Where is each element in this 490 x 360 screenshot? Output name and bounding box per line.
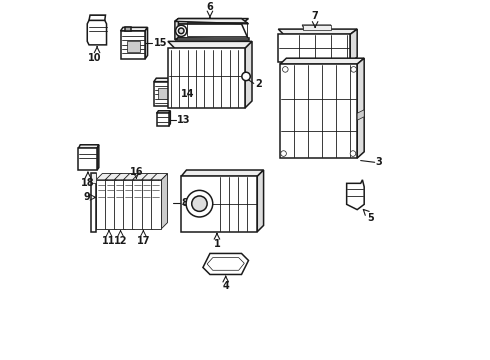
Polygon shape <box>178 24 248 40</box>
Text: 8: 8 <box>181 198 188 208</box>
Text: 14: 14 <box>181 89 195 99</box>
Polygon shape <box>121 31 145 59</box>
Bar <box>303 25 331 30</box>
Polygon shape <box>134 174 140 229</box>
Text: 9: 9 <box>83 192 90 202</box>
Polygon shape <box>125 27 131 31</box>
Polygon shape <box>350 29 357 62</box>
Polygon shape <box>175 38 248 40</box>
Text: 11: 11 <box>101 236 115 246</box>
Polygon shape <box>105 180 116 229</box>
Polygon shape <box>132 174 149 180</box>
Polygon shape <box>245 41 252 108</box>
Polygon shape <box>168 48 245 108</box>
Text: 15: 15 <box>154 38 168 48</box>
Polygon shape <box>125 174 131 229</box>
Polygon shape <box>121 27 147 31</box>
Polygon shape <box>151 174 168 180</box>
Polygon shape <box>116 174 122 229</box>
Circle shape <box>186 190 213 217</box>
Polygon shape <box>157 111 171 113</box>
Polygon shape <box>173 78 175 106</box>
Polygon shape <box>357 110 364 120</box>
Text: 2: 2 <box>255 79 262 89</box>
Polygon shape <box>152 174 158 229</box>
Polygon shape <box>132 180 143 229</box>
Text: 10: 10 <box>88 53 102 63</box>
Polygon shape <box>175 19 248 24</box>
Circle shape <box>351 67 356 72</box>
Polygon shape <box>168 41 252 48</box>
Polygon shape <box>154 82 173 106</box>
Circle shape <box>242 72 250 81</box>
Polygon shape <box>87 20 106 45</box>
Text: 1: 1 <box>214 239 220 249</box>
Circle shape <box>175 25 187 36</box>
Polygon shape <box>143 174 149 229</box>
Polygon shape <box>280 64 357 158</box>
Polygon shape <box>78 145 99 148</box>
Polygon shape <box>114 174 131 180</box>
Polygon shape <box>123 174 140 180</box>
Polygon shape <box>154 78 175 82</box>
Polygon shape <box>280 58 364 64</box>
Text: 4: 4 <box>222 282 229 292</box>
Polygon shape <box>181 170 264 176</box>
Polygon shape <box>257 170 264 232</box>
Polygon shape <box>175 19 248 24</box>
Circle shape <box>281 151 286 156</box>
Polygon shape <box>151 180 161 229</box>
Polygon shape <box>181 176 257 232</box>
Text: 12: 12 <box>114 236 127 246</box>
Polygon shape <box>278 29 357 34</box>
Polygon shape <box>96 174 113 180</box>
Polygon shape <box>142 180 152 229</box>
Text: 18: 18 <box>81 178 95 188</box>
Polygon shape <box>91 173 97 233</box>
Polygon shape <box>169 111 171 126</box>
Text: 5: 5 <box>367 213 374 223</box>
Polygon shape <box>142 174 158 180</box>
Text: 6: 6 <box>207 2 213 12</box>
Text: 13: 13 <box>176 114 190 125</box>
Polygon shape <box>161 174 168 229</box>
Polygon shape <box>123 180 134 229</box>
Bar <box>158 88 169 99</box>
Polygon shape <box>106 174 113 229</box>
Text: 16: 16 <box>129 167 143 177</box>
Circle shape <box>350 151 356 156</box>
Text: 17: 17 <box>137 236 150 246</box>
Circle shape <box>192 196 207 211</box>
Polygon shape <box>278 34 350 62</box>
Text: 7: 7 <box>312 12 318 21</box>
Circle shape <box>178 28 184 33</box>
Polygon shape <box>346 180 364 210</box>
Circle shape <box>283 67 288 72</box>
Polygon shape <box>145 27 147 59</box>
Text: 3: 3 <box>376 157 383 167</box>
Polygon shape <box>78 148 97 170</box>
Polygon shape <box>97 145 99 170</box>
Polygon shape <box>175 19 178 40</box>
Polygon shape <box>96 180 106 229</box>
Polygon shape <box>157 113 169 126</box>
Polygon shape <box>302 25 331 29</box>
Polygon shape <box>357 58 364 158</box>
Polygon shape <box>89 15 105 20</box>
Polygon shape <box>105 174 122 180</box>
Bar <box>126 41 140 52</box>
Polygon shape <box>114 180 125 229</box>
Polygon shape <box>91 173 97 183</box>
Polygon shape <box>203 253 248 274</box>
